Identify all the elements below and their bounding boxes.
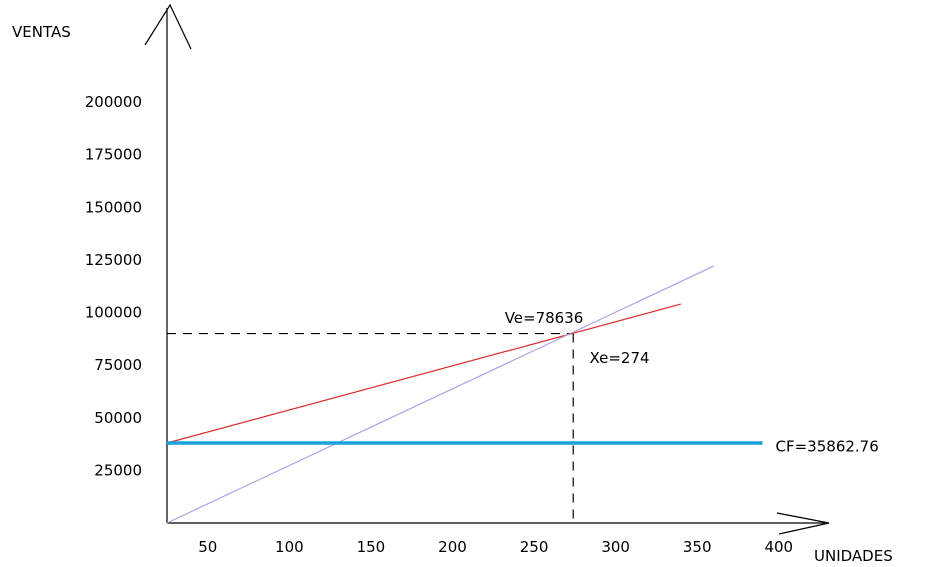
axes-layer xyxy=(144,3,830,535)
y-tick-label: 50000 xyxy=(94,409,142,427)
y-tick-label: 25000 xyxy=(94,461,142,479)
fixed-cost-label: CF=35862.76 xyxy=(776,437,879,455)
x-tick-label: 350 xyxy=(683,538,712,556)
y-tick-label: 100000 xyxy=(85,304,142,322)
x-tick-label: 50 xyxy=(198,538,217,556)
annotations-layer: Ve=78636 Xe=274 CF=35862.76 xyxy=(505,309,879,455)
x-tick-label: 100 xyxy=(275,538,304,556)
y-tick-label: 200000 xyxy=(85,93,142,111)
y-axis-label: VENTAS xyxy=(12,23,71,41)
x-tick-label: 300 xyxy=(601,538,630,556)
y-tick-label: 150000 xyxy=(85,198,142,216)
sales-revenue-line xyxy=(166,265,714,524)
y-axis-arrowhead xyxy=(144,3,192,50)
y-tick-label: 75000 xyxy=(94,356,142,374)
x-axis-label: UNIDADES xyxy=(814,547,893,565)
x-axis-arrowhead xyxy=(776,512,830,535)
series-layer xyxy=(166,265,763,524)
break-even-units-label: Xe=274 xyxy=(590,349,650,367)
y-tick-label: 125000 xyxy=(85,251,142,269)
y-tick-label: 175000 xyxy=(85,146,142,164)
x-tick-label: 400 xyxy=(764,538,793,556)
tick-labels-layer: 50 100 150 200 250 300 350 400 25000 50000 75000 10… xyxy=(85,93,793,556)
x-tick-label: 250 xyxy=(520,538,549,556)
guides-layer xyxy=(167,332,574,523)
total-cost-line xyxy=(166,303,682,444)
x-tick-label: 200 xyxy=(438,538,467,556)
x-tick-label: 150 xyxy=(357,538,386,556)
break-even-sales-label: Ve=78636 xyxy=(505,309,584,327)
